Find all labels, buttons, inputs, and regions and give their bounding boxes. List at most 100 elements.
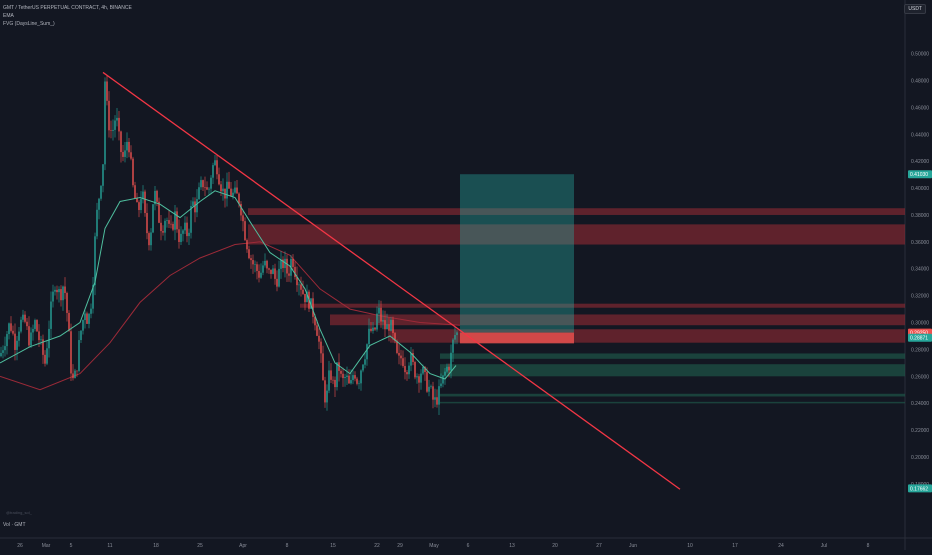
candle-body — [298, 284, 300, 286]
candle-body — [328, 370, 330, 391]
candle-body — [168, 220, 170, 224]
candle-body — [134, 185, 136, 199]
price-marker — [908, 484, 932, 493]
supply-zone — [300, 303, 905, 308]
candle-body — [54, 289, 56, 292]
ema-indicator-label[interactable]: EMA — [3, 13, 14, 19]
fvg-indicator-label[interactable]: FVG (DaysLine_Sum_) — [3, 21, 55, 27]
x-axis-tick-label: Mar — [42, 543, 51, 549]
candle-body — [66, 292, 68, 313]
candle-body — [208, 188, 210, 190]
candle-body — [306, 291, 308, 303]
candle-body — [92, 285, 94, 309]
candle-body — [358, 383, 360, 384]
ema-fast-line — [0, 190, 457, 380]
candle-body — [332, 379, 334, 381]
candle-body — [430, 386, 432, 387]
candle-body — [186, 222, 188, 237]
candle-body — [264, 260, 266, 266]
volume-label[interactable]: Vol · GMT — [3, 522, 26, 528]
y-axis-tick-label: 0.34000 — [911, 267, 929, 273]
candle-body — [344, 376, 346, 379]
y-axis-tick-label: 0.50000 — [911, 52, 929, 58]
candle-body — [184, 222, 186, 231]
candle-body — [166, 220, 168, 221]
candle-body — [192, 201, 194, 206]
x-axis-tick-label: 26 — [17, 543, 23, 549]
x-axis-tick-label: 8 — [286, 543, 289, 549]
y-axis-tick-label: 0.30000 — [911, 321, 929, 327]
candle-body — [180, 233, 182, 242]
x-axis-tick-label: 20 — [552, 543, 558, 549]
candle-body — [400, 355, 402, 359]
candle-body — [254, 264, 256, 265]
candle-body — [94, 236, 96, 286]
price-marker — [908, 333, 932, 342]
candle-body — [324, 380, 326, 403]
candle-body — [232, 192, 234, 197]
candle-body — [100, 185, 102, 199]
candle-body — [44, 354, 46, 364]
candle-body — [368, 328, 370, 345]
candle-body — [80, 330, 82, 341]
y-axis-tick-label: 0.42000 — [911, 159, 929, 165]
y-axis-tick-label: 0.20000 — [911, 455, 929, 461]
candle-body — [372, 327, 374, 331]
candle-body — [432, 386, 434, 400]
candle-body — [388, 324, 390, 331]
candle-body — [422, 366, 424, 374]
position-stop-box — [460, 332, 574, 344]
x-axis-tick-label: Apr — [239, 543, 247, 549]
candle-body — [58, 289, 60, 293]
x-axis-tick-label: 27 — [596, 543, 602, 549]
candle-body — [204, 187, 206, 188]
candle-body — [424, 366, 426, 373]
ema-slow-line — [0, 241, 461, 391]
candle-body — [274, 268, 276, 279]
x-axis-tick-label: 10 — [687, 543, 693, 549]
candle-body — [266, 260, 268, 269]
candle-body — [30, 332, 32, 346]
candle-body — [176, 211, 178, 230]
candle-body — [32, 328, 34, 333]
candle-body — [420, 373, 422, 383]
candle-body — [230, 188, 232, 197]
currency-button[interactable]: USDT — [904, 4, 926, 14]
candle-body — [226, 181, 228, 199]
price-marker-label: 0.41030 — [910, 172, 928, 178]
candle-body — [214, 160, 216, 166]
candle-body — [26, 321, 28, 327]
candle-body — [294, 266, 296, 278]
candle-body — [158, 201, 160, 223]
candle-body — [42, 339, 44, 355]
candle-body — [268, 268, 270, 270]
candle-body — [426, 372, 428, 392]
candle-body — [286, 258, 288, 274]
candle-body — [384, 320, 386, 330]
candle-body — [234, 187, 236, 193]
y-axis-tick-label: 0.36000 — [911, 240, 929, 246]
candle-body — [84, 313, 86, 321]
candle-body — [132, 158, 134, 186]
candle-body — [140, 199, 142, 211]
candle-body — [172, 223, 174, 230]
y-axis-tick-label: 0.32000 — [911, 294, 929, 300]
candle-body — [252, 260, 254, 265]
candle-body — [302, 289, 304, 294]
candle-body — [288, 273, 290, 276]
symbol-title[interactable]: GMT / TetherUS PERPETUAL CONTRACT, 4h, B… — [3, 5, 132, 11]
candle-body — [70, 331, 72, 374]
candle-body — [218, 174, 220, 185]
candle-body — [10, 323, 12, 331]
candle-body — [340, 370, 342, 374]
candle-body — [436, 397, 438, 405]
candle-body — [316, 325, 318, 336]
candle-body — [212, 165, 214, 178]
candle-body — [12, 330, 14, 334]
candle-body — [138, 202, 140, 211]
candle-body — [190, 205, 192, 233]
candle-body — [304, 293, 306, 303]
